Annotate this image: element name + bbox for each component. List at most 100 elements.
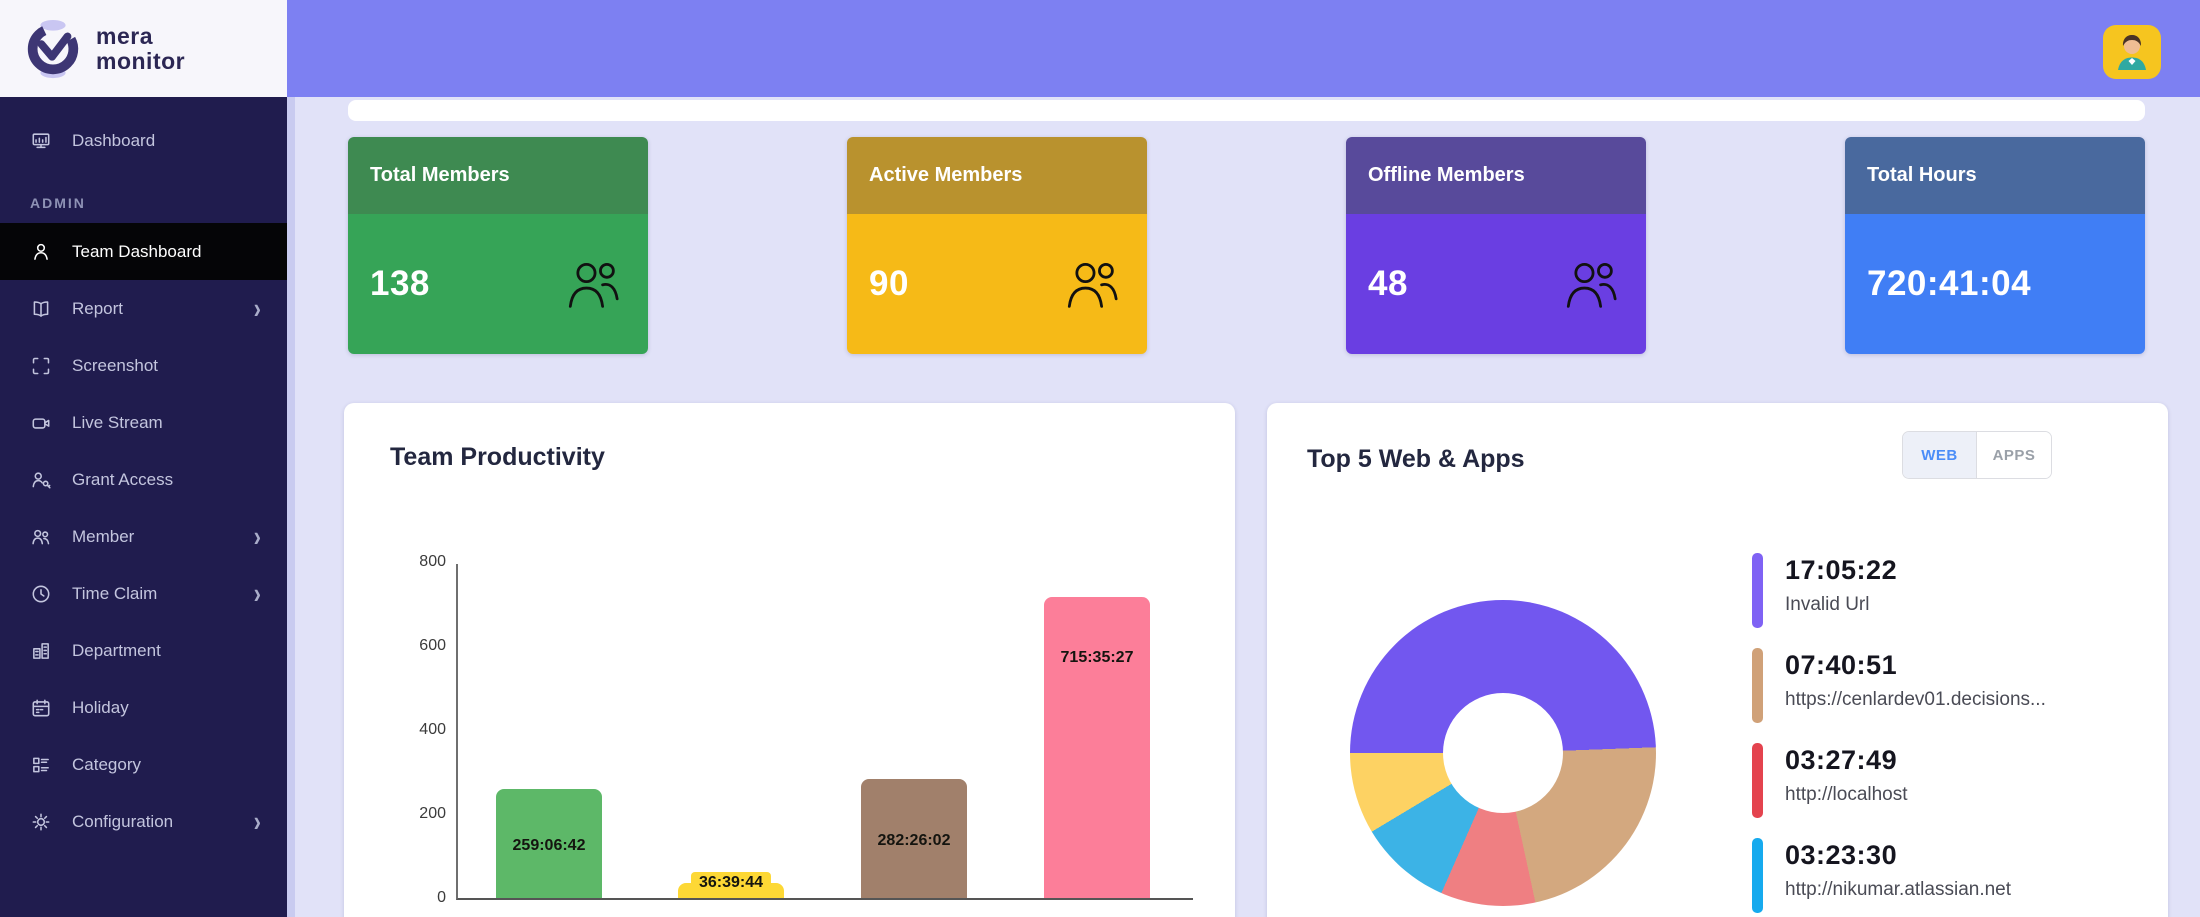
bar-value-label: 715:35:27 [1060, 648, 1134, 666]
sidebar-item-label: Screenshot [72, 355, 158, 375]
y-axis-tick-label: 0 [437, 889, 446, 906]
team-productivity-bar-chart: 0 200 400 600 800 259:06:42 36:39:44 282:26:02 7… [419, 553, 1193, 906]
stat-card-active-members: Active Members 90 [847, 137, 1147, 354]
stat-card-value: 720:41:04 [1867, 264, 2032, 303]
mera-monitor-logo-icon [27, 19, 79, 78]
department-icon [30, 640, 52, 662]
legend-item: 17:05:22 Invalid Url [1752, 553, 2152, 628]
bar-1: 259:06:42 [496, 789, 602, 898]
main-content: Total Members 138 Active Members 90 Offline … [287, 97, 2200, 917]
stat-card-offline-members: Offline Members 48 [1346, 137, 1646, 354]
legend-color-pill [1752, 838, 1763, 913]
people-icon [1564, 259, 1620, 309]
sidebar-item-report[interactable]: Report › [0, 280, 287, 337]
sidebar-item-label: Configuration [72, 811, 174, 831]
sidebar-item-label: Report [72, 298, 124, 318]
legend-item: 03:23:30 http://nikumar.atlassian.net [1752, 838, 2152, 913]
sidebar-item-member[interactable]: Member › [0, 508, 287, 565]
time-claim-icon [30, 583, 52, 605]
stat-card-body: 720:41:04 [1845, 214, 2145, 354]
donut-chart [1350, 600, 1656, 906]
donut-hole [1443, 693, 1563, 813]
sidebar-menu: Dashboard ADMIN Team Dashboard Report › Scree… [0, 97, 287, 850]
chevron-right-icon: › [253, 576, 261, 610]
app-logo: mera monitor [0, 0, 287, 97]
web-apps-toggle: WEB APPS [1902, 431, 2052, 479]
sidebar-item-time-claim[interactable]: Time Claim › [0, 565, 287, 622]
people-icon [1065, 259, 1121, 309]
sidebar-item-live-stream[interactable]: Live Stream [0, 394, 287, 451]
y-axis-tick-label: 200 [419, 805, 446, 822]
bar-value-label: 282:26:02 [877, 832, 951, 850]
sidebar-scrollbar[interactable] [287, 97, 295, 917]
legend-time: 17:05:22 [1785, 555, 1898, 585]
bar-3: 282:26:02 [861, 779, 967, 898]
tab-apps[interactable]: APPS [1977, 432, 2051, 478]
stat-card-total-hours: Total Hours 720:41:04 [1845, 137, 2145, 354]
stat-card-title: Total Hours [1845, 137, 2145, 214]
stat-card-body: 90 [847, 214, 1147, 354]
sidebar-item-label: Grant Access [72, 469, 174, 489]
sidebar-item-screenshot[interactable]: Screenshot [0, 337, 287, 394]
stat-card-value: 90 [869, 264, 909, 303]
chevron-right-icon: › [253, 804, 261, 838]
bar-2: 36:39:44 [678, 871, 784, 898]
sidebar-item-label: Member [72, 526, 135, 546]
stat-card-total-members: Total Members 138 [348, 137, 648, 354]
bar-value-label: 36:39:44 [690, 871, 772, 894]
sidebar-item-label: Dashboard [72, 131, 156, 150]
top-web-apps-title: Top 5 Web & Apps [1307, 445, 1525, 473]
sidebar-item-label: Team Dashboard [72, 241, 202, 261]
sidebar-item-dashboard[interactable]: Dashboard [0, 119, 287, 163]
y-axis-tick-label: 800 [419, 553, 446, 570]
category-icon [30, 754, 52, 776]
app-name: mera monitor [96, 22, 186, 74]
sidebar-item-grant-access[interactable]: Grant Access [0, 451, 287, 508]
charts-row: Team Productivity 0 200 400 600 800 259:06:42… [344, 403, 2168, 917]
legend-url: https://cenlardev01.decisions... [1785, 689, 2046, 710]
y-axis-tick-label: 400 [419, 721, 446, 738]
legend-url: http://nikumar.atlassian.net [1785, 879, 2012, 900]
grant-access-icon [30, 469, 52, 491]
sidebar-item-team-dashboard[interactable]: Team Dashboard [0, 223, 287, 280]
bar-value-label: 259:06:42 [512, 836, 586, 854]
scrolled-panel-edge [348, 100, 2145, 121]
legend-url: http://localhost [1785, 784, 1908, 805]
bar-4: 715:35:27 [1044, 597, 1150, 898]
stat-card-value: 48 [1368, 264, 1408, 303]
stat-card-body: 48 [1346, 214, 1646, 354]
sidebar-item-holiday[interactable]: Holiday [0, 679, 287, 736]
team-productivity-card: Team Productivity 0 200 400 600 800 259:06:42… [344, 403, 1235, 917]
stat-cards-row: Total Members 138 Active Members 90 Offline … [348, 137, 2145, 354]
legend-time: 03:27:49 [1785, 745, 1898, 775]
stat-card-title: Total Members [348, 137, 648, 214]
legend-item: 03:27:49 http://localhost [1752, 743, 2152, 818]
legend-color-pill [1752, 648, 1763, 723]
sidebar-item-label: Live Stream [72, 412, 163, 432]
chevron-right-icon: › [253, 291, 261, 325]
people-icon [566, 259, 622, 309]
stat-card-body: 138 [348, 214, 648, 354]
legend-time: 07:40:51 [1785, 650, 1898, 680]
legend-color-pill [1752, 743, 1763, 818]
sidebar-item-configuration[interactable]: Configuration › [0, 793, 287, 850]
report-icon [30, 298, 52, 320]
tab-web[interactable]: WEB [1903, 432, 1977, 478]
dashboard-icon [30, 130, 52, 152]
donut-legend: 17:05:22 Invalid Url 07:40:51 https://cenla… [1752, 553, 2152, 917]
sidebar-item-category[interactable]: Category [0, 736, 287, 793]
top-web-apps-card: Top 5 Web & Apps WEB APPS 17:05:22 Invalid… [1267, 403, 2168, 917]
legend-url: Invalid Url [1785, 594, 1870, 615]
sidebar-item-department[interactable]: Department [0, 622, 287, 679]
team-productivity-title: Team Productivity [390, 443, 605, 471]
legend-item: 07:40:51 https://cenlardev01.decisions... [1752, 648, 2152, 723]
stat-card-title: Offline Members [1346, 137, 1646, 214]
person-icon [30, 241, 52, 263]
user-avatar-button[interactable] [2103, 25, 2161, 79]
holiday-icon [30, 697, 52, 719]
sidebar-item-label: Holiday [72, 697, 129, 717]
sidebar-item-label: Category [72, 754, 141, 774]
live-stream-icon [30, 412, 52, 434]
chevron-right-icon: › [253, 519, 261, 553]
